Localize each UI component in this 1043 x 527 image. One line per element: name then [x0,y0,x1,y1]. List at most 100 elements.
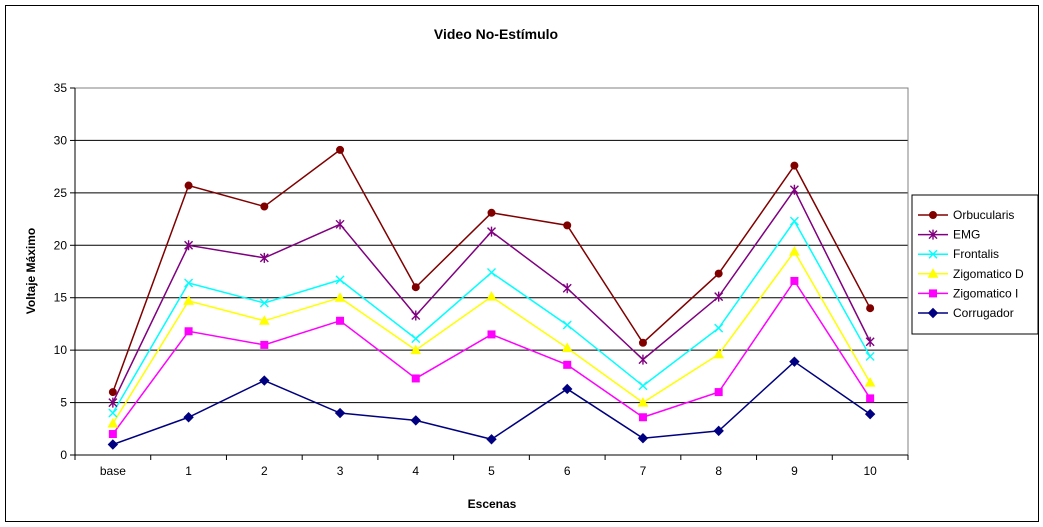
data-point [108,408,118,418]
data-point [486,291,497,301]
legend-item: Zigomatico D [918,267,1024,281]
x-tick-label: 1 [185,464,192,478]
data-point [486,434,497,445]
data-point [184,240,194,251]
data-point [259,375,270,386]
data-point [927,268,939,278]
x-tick-label: 6 [564,464,571,478]
y-tick-label: 30 [54,133,68,147]
legend-item: EMG [918,228,980,242]
data-point [259,252,269,263]
data-point [562,320,572,330]
data-point [790,276,799,285]
chart-frame: Video No-Estímulo 0 5 10 15 20 25 30 35 base 1 2 3 4… [5,5,1039,522]
data-point [637,433,649,444]
data-point [107,439,119,450]
data-point [638,354,648,365]
legend-item: Orbucularis [918,208,1014,222]
data-point [107,418,119,428]
data-point [184,181,193,190]
data-point [411,310,421,321]
data-point [410,415,421,426]
chart-title: Video No-Estímulo [434,26,558,42]
legend-item: Frontalis [918,247,999,261]
data-point [790,161,799,170]
data-point [928,249,938,259]
x-axis-label: Escenas [468,497,517,511]
gridlines [75,139,908,404]
y-tick-label: 5 [60,396,67,410]
data-point [865,351,875,361]
y-tick-label: 0 [60,448,67,462]
data-point [638,381,648,391]
data-point [335,275,345,285]
x-tick-label: 5 [488,464,495,478]
data-point [714,291,724,302]
data-point [108,388,117,397]
data-point [789,216,799,226]
legend-item: Zigomatico I [918,286,1018,300]
data-point [334,407,346,419]
data-point [789,246,800,256]
data-point [411,283,420,292]
series-orbucularis [108,145,875,397]
x-tick-label: base [100,464,126,478]
x-tick-label: 8 [715,464,722,478]
legend-item: Corrugador [918,306,1014,320]
data-point [714,388,723,397]
series-line [112,360,871,446]
data-point [259,298,269,308]
data-point [562,383,573,395]
y-axis-label: Voltaje Máximo [24,228,38,314]
data-point [184,327,193,336]
data-point [638,413,647,422]
legend-label: Zigomatico I [953,286,1018,300]
data-point [108,430,117,439]
data-point [638,338,647,347]
data-point [411,374,420,383]
series-zigomatico-i [108,276,875,439]
data-point [929,211,937,219]
y-tick-label: 25 [54,186,68,200]
series-emg [108,184,875,408]
data-point [336,145,345,154]
axes: 0 5 10 15 20 25 30 35 base 1 2 3 4 5 6 7 8 9 10 [54,81,909,478]
plot-area [74,87,909,456]
legend-label: EMG [953,228,980,242]
line-chart: Video No-Estímulo 0 5 10 15 20 25 30 35 base 1 2 3 4… [24,26,1039,511]
x-tick-label: 7 [640,464,647,478]
data-point [864,377,876,387]
y-tick-label: 35 [54,81,68,95]
series-line [112,219,871,414]
data-point [637,397,649,407]
legend: Orbucularis EMG Frontalis Zigomatico D Zigom… [911,194,1039,335]
x-tick-label: 3 [337,464,344,478]
data-point [410,344,422,355]
data-point [562,283,572,294]
data-point [866,304,875,313]
data-point [714,323,724,333]
series-frontalis [108,216,875,418]
x-tick-label: 4 [412,464,419,478]
data-point [336,316,345,325]
data-point [487,268,496,278]
data-point [561,342,573,353]
data-point [563,360,572,369]
data-point [865,336,875,347]
data-point [258,315,270,325]
data-point [789,356,800,367]
series-zigomatico-d [107,246,876,428]
data-point [183,412,194,423]
data-point [713,425,724,437]
y-tick-label: 10 [54,343,68,357]
data-point [563,221,572,230]
series-line [112,148,871,393]
data-point [714,269,723,278]
legend-label: Frontalis [953,247,999,261]
data-point [789,184,799,195]
legend-label: Corrugador [953,306,1014,320]
data-point [928,229,938,240]
data-point [487,330,496,339]
series-corrugador [107,356,876,450]
legend-label: Zigomatico D [953,267,1024,281]
